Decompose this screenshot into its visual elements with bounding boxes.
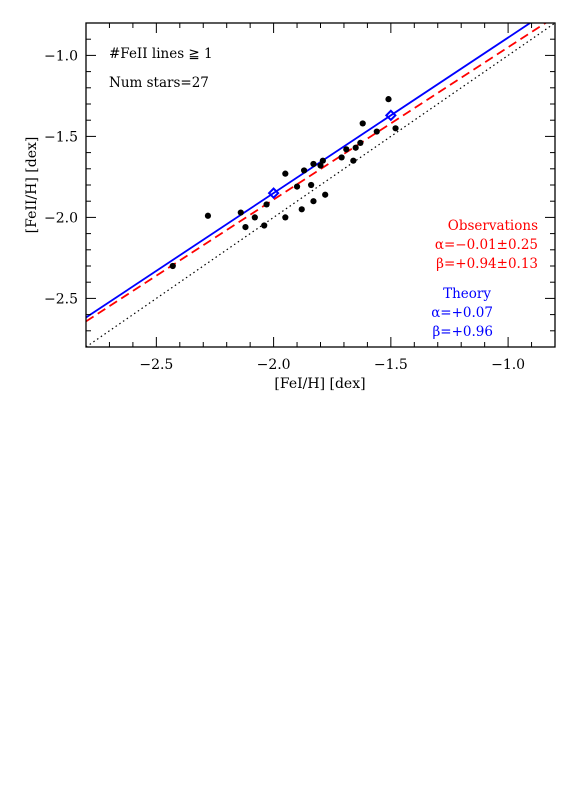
data-point — [373, 128, 380, 135]
data-point — [242, 224, 249, 231]
y-tick-label: −1.0 — [44, 48, 78, 64]
observations-title: Observations — [448, 218, 538, 234]
data-point — [352, 144, 359, 151]
data-point — [359, 120, 366, 127]
data-point — [261, 222, 268, 229]
data-point — [322, 191, 329, 198]
data-point — [392, 125, 399, 132]
data-point — [282, 170, 289, 177]
x-tick-label: −1.0 — [491, 357, 525, 373]
data-point — [298, 206, 305, 213]
data-point — [308, 181, 315, 189]
x-tick-label: −1.5 — [374, 357, 408, 373]
theory-marker — [267, 187, 280, 200]
theory-title: Theory — [443, 286, 491, 302]
theory-beta: β=+0.96 — [433, 324, 494, 340]
data-point — [310, 198, 317, 205]
y-tick-label: −1.5 — [44, 129, 78, 145]
x-tick-label: −2.5 — [139, 357, 173, 373]
data-point — [169, 262, 176, 270]
data-points — [169, 96, 399, 270]
y-axis-label: [FeII/H] [dex] — [24, 137, 40, 234]
data-point — [237, 209, 244, 216]
data-point — [317, 162, 324, 169]
y-tick-label: −2.0 — [44, 210, 78, 226]
data-point — [310, 160, 317, 168]
y-tick-label: −2.5 — [44, 291, 78, 307]
observations-beta: β=+0.94±0.13 — [436, 256, 538, 272]
num-stars-annotation: Num stars=27 — [109, 75, 209, 91]
axis-ticks: −2.5 −2.0 −1.5 −1.0 −2.5 −2.0 −1.5 −1.0 — [44, 22, 556, 373]
identity-line — [86, 23, 555, 347]
data-point — [357, 139, 364, 146]
data-point — [263, 201, 270, 208]
data-point — [300, 167, 308, 174]
theory-marker — [384, 109, 397, 122]
x-tick-label: −2.0 — [257, 357, 291, 373]
data-point — [319, 157, 326, 164]
observations-line — [86, 23, 548, 323]
condition-annotation: #FeII lines ≧ 1 — [109, 46, 213, 62]
data-point — [293, 183, 301, 190]
observations-alpha: α=−0.01±0.25 — [435, 237, 538, 253]
data-point — [385, 96, 392, 103]
data-point — [350, 157, 357, 164]
x-axis-label: [FeI/H] [dex] — [274, 376, 365, 392]
data-point — [343, 146, 350, 153]
data-point — [204, 212, 212, 219]
data-point — [282, 214, 289, 221]
theory-alpha: α=+0.07 — [431, 305, 493, 321]
theory-markers — [267, 109, 397, 200]
data-point — [338, 154, 345, 161]
data-point — [251, 214, 258, 221]
